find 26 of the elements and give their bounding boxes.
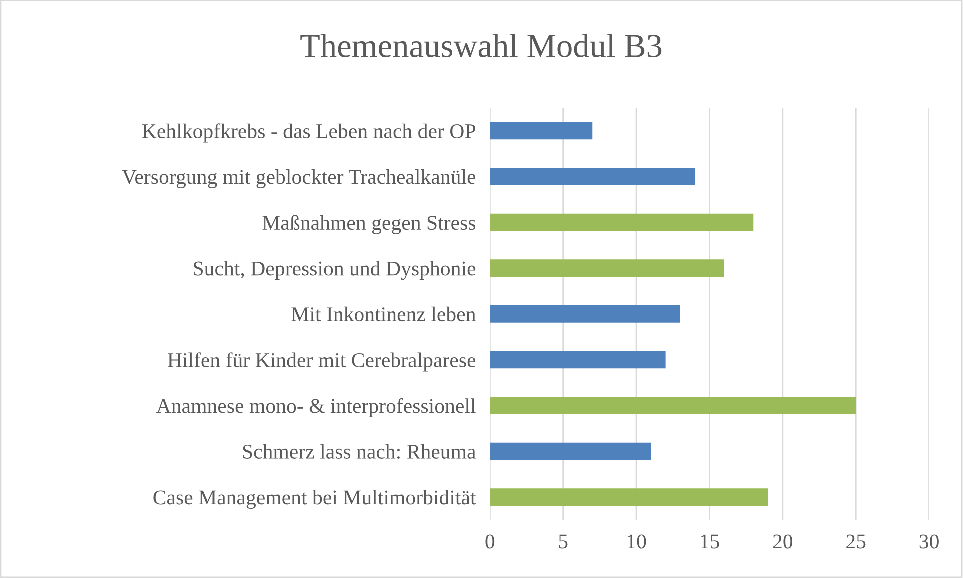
- x-tick-label: 30: [920, 534, 939, 549]
- y-tick-label: Case Management bei Multimorbidität: [154, 490, 476, 510]
- bar: [490, 397, 856, 414]
- x-tick-label: 5: [559, 534, 568, 549]
- bar: [490, 488, 768, 506]
- bar: [490, 122, 593, 140]
- bar: [490, 260, 724, 278]
- y-tick-label: Schmerz lass nach: Rheuma: [243, 444, 476, 460]
- bar: [490, 168, 696, 186]
- x-tick-label: 20: [773, 534, 793, 549]
- y-tick-label: Hilfen für Kinder mit Cerebralparese: [168, 352, 476, 372]
- bar: [490, 305, 680, 323]
- y-tick-label: Mit Inkontinenz leben: [292, 306, 476, 322]
- y-tick-label: Versorgung mit geblockter Trachealkanüle: [122, 170, 476, 188]
- x-tick-label: 15: [701, 534, 720, 549]
- x-tick-label: 25: [846, 534, 866, 549]
- y-tick-label: Kehlkopfkrebs - das Leben nach der OP: [142, 124, 476, 143]
- y-tick-label: Sucht, Depression und Dysphonie: [194, 261, 476, 280]
- y-tick-label: Anamnese mono- & interprofessionell: [156, 398, 476, 418]
- chart-title: Themenauswahl Modul B3: [300, 34, 662, 58]
- y-tick-label: Maßnahmen gegen Stress: [262, 215, 476, 234]
- bar: [490, 442, 652, 460]
- bar: [490, 214, 754, 232]
- x-tick-label: 10: [628, 534, 646, 549]
- bar: [490, 351, 666, 369]
- x-tick-label: 0: [486, 534, 495, 549]
